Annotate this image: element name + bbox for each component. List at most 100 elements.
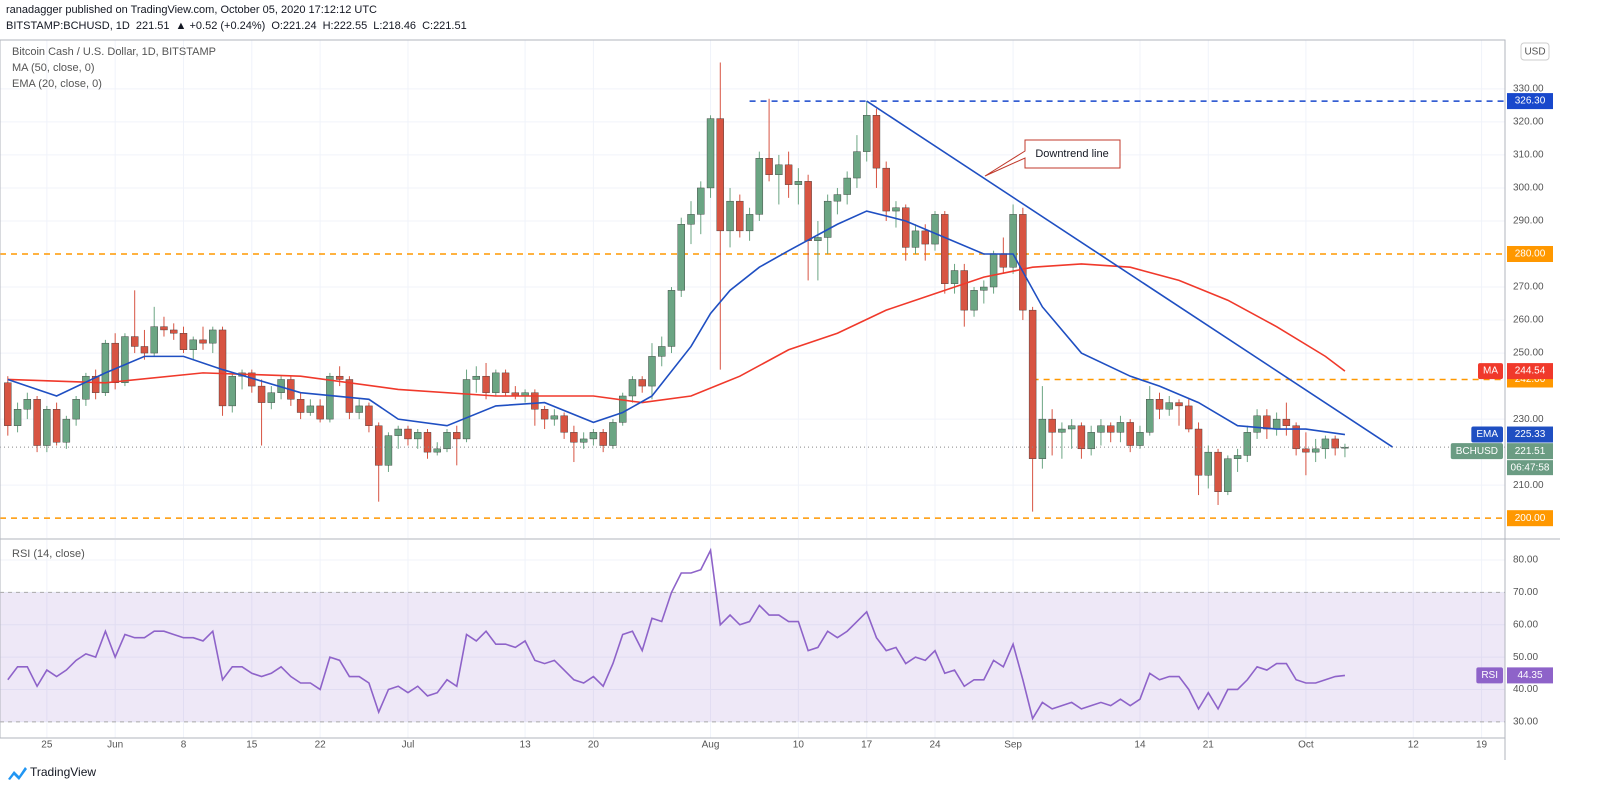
candle-body	[667, 290, 676, 347]
candle-body	[72, 399, 80, 420]
price-label-box	[1507, 245, 1553, 262]
candle-body	[706, 118, 715, 189]
candle-body	[1194, 428, 1203, 476]
candle-body	[1009, 214, 1017, 268]
candle-body	[794, 181, 803, 185]
candle-body	[853, 151, 861, 179]
y-tick-label: 330.00	[1513, 84, 1544, 95]
candle-body	[82, 375, 90, 400]
candle-body	[101, 342, 110, 393]
candle-body	[1097, 425, 1105, 433]
price-label-box	[1507, 510, 1553, 527]
candle-body	[843, 177, 851, 195]
ma-line	[7, 263, 1346, 404]
footer-logo: TradingView	[8, 765, 96, 780]
countdown-box	[1507, 460, 1553, 476]
candle-body	[1058, 428, 1066, 433]
y-tick-label: 250.00	[1513, 348, 1544, 359]
candle-body	[365, 405, 373, 426]
candle-body	[1048, 418, 1056, 433]
x-tick-label: Jun	[107, 740, 123, 751]
symbol-info: ▲ +0.52 (+0.24%)	[176, 20, 266, 32]
candle-body	[1263, 415, 1271, 430]
candle-body	[902, 207, 910, 248]
candle-body	[882, 167, 890, 212]
candle-body	[140, 346, 149, 354]
symbol-info: BITSTAMP:BCHUSD, 1D	[6, 20, 130, 32]
candle-body	[316, 405, 324, 420]
x-tick-label: 25	[41, 740, 53, 751]
candle-body	[404, 428, 412, 440]
price-label: 242.00	[1515, 374, 1546, 385]
candle-body	[745, 214, 754, 232]
chart-title: Bitcoin Cash / U.S. Dollar, 1D, BITSTAMP	[12, 46, 216, 58]
candle-body	[736, 200, 744, 232]
candle-body	[1126, 422, 1134, 446]
candle-body	[618, 395, 627, 423]
candle-body	[1028, 309, 1037, 459]
candle-body	[306, 405, 315, 413]
candle-body	[550, 415, 559, 420]
candle-body	[872, 115, 881, 169]
price-label: 326.30	[1515, 96, 1546, 107]
rsi-tick-label: 80.00	[1513, 555, 1538, 566]
candle-body	[687, 214, 695, 225]
rsi-pane	[0, 540, 1505, 738]
candle-body	[462, 379, 471, 440]
x-tick-label: 17	[861, 740, 873, 751]
candle-body	[531, 392, 539, 410]
logo-icon	[8, 767, 27, 780]
callout-box	[984, 139, 1121, 177]
candle-body	[1185, 405, 1193, 430]
x-tick-label: 22	[315, 740, 327, 751]
candle-body	[911, 230, 920, 248]
rsi-legend: RSI (14, close)	[12, 548, 85, 560]
price-tag: EMA	[1476, 429, 1498, 440]
published-line: ranadagger published on TradingView.com,…	[6, 4, 377, 16]
price-label-box	[1507, 426, 1553, 443]
candle-body	[43, 409, 51, 446]
candle-body	[638, 379, 646, 387]
candle-body	[62, 418, 71, 443]
candle-body	[394, 428, 402, 436]
y-tick-label: 260.00	[1513, 315, 1544, 326]
candle-body	[931, 214, 939, 245]
candle-body	[648, 356, 656, 387]
candle-body	[1292, 425, 1300, 450]
candle-body	[1106, 425, 1115, 433]
ma-legend: MA (50, close, 0)	[12, 62, 95, 74]
candle-body	[589, 432, 598, 440]
candle-body	[472, 375, 480, 380]
candle-body	[892, 207, 900, 212]
candle-body	[1019, 214, 1027, 311]
candle-body	[628, 379, 637, 397]
candle-body	[501, 372, 510, 393]
x-tick-label: 13	[520, 740, 532, 751]
x-tick-label: 12	[1408, 740, 1420, 751]
candle-body	[1165, 402, 1173, 410]
candle-body	[1302, 448, 1310, 453]
price-tag: MA	[1483, 366, 1498, 377]
candle-body	[1331, 438, 1339, 449]
candle-body	[384, 435, 393, 466]
y-tick-label: 210.00	[1513, 480, 1544, 491]
candle-body	[150, 326, 158, 354]
price-label-box	[1507, 443, 1553, 460]
symbol-info: O:221.24	[271, 20, 316, 32]
candle-body	[1038, 418, 1047, 459]
candle-body	[4, 382, 12, 426]
candle-body	[326, 375, 334, 420]
candle-body	[1116, 422, 1125, 433]
price-label-box	[1507, 93, 1553, 110]
candle-body	[443, 432, 451, 450]
x-tick-label: Sep	[1004, 740, 1022, 751]
candle-body	[980, 286, 988, 291]
price-label: 200.00	[1515, 513, 1546, 524]
candle-body	[433, 448, 441, 453]
x-tick-label: 15	[246, 740, 258, 751]
candle-body	[570, 432, 578, 443]
x-tick-label: 10	[793, 740, 805, 751]
candle-body	[755, 158, 764, 215]
footer-brand: TradingView	[30, 765, 96, 779]
